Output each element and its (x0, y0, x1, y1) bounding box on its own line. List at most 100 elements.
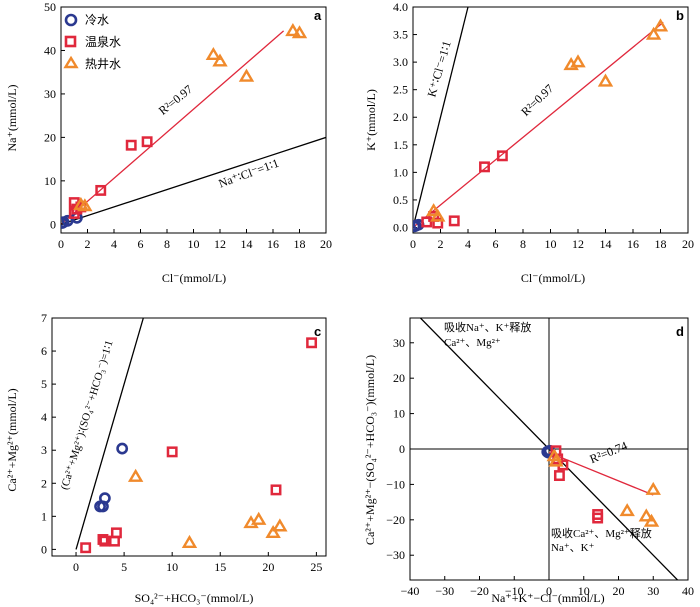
panel-d-ytick-label: 0 (399, 442, 405, 456)
panel-b-xlabel: Cl⁻(mmol/L) (521, 271, 585, 285)
panel-a-point-hotwell (291, 25, 308, 39)
panel-b-point-warm (448, 215, 460, 227)
panel-b-ytick-label: 3.0 (393, 55, 408, 69)
panel-c-point-warm (270, 484, 282, 496)
panel-b-ytick-label: 1.5 (393, 138, 408, 152)
panel-c-xtick-label: 10 (166, 560, 178, 574)
panel-b-point-warm (421, 216, 433, 228)
panel-d-point-hotwell (643, 513, 660, 527)
panel-a-point-hotwell (238, 68, 255, 82)
panel-a-xlabel: Cl⁻(mmol/L) (162, 271, 226, 285)
panel-c-ytick-label: 1 (41, 509, 47, 523)
panel-c-ytick-label: 5 (41, 377, 47, 391)
panel-b-xtick-label: 8 (520, 237, 526, 251)
panel-d-xtick-label: −10 (505, 584, 524, 598)
panel-b-ytick-label: 2.5 (393, 83, 408, 97)
panel-c-point-warm (110, 527, 122, 539)
panel-a-ytick-label: 0 (50, 217, 56, 231)
panel-b-xtick-label: 12 (572, 237, 584, 251)
panel-d-xtick-label: 0 (546, 584, 552, 598)
panel-d-fit-label: R²=0.74 (588, 438, 630, 466)
legend-label-cold: 冷水 (85, 13, 109, 27)
panel-d-xtick-label: −40 (401, 584, 420, 598)
panel-b-fit-label: R²=0.97 (518, 81, 556, 118)
panel-c-point-hotwell (265, 524, 281, 539)
panel-c-ytick-label: 0 (41, 542, 47, 556)
panel-c-xtick-label: 25 (310, 560, 322, 574)
legend-item-warm: 温泉水 (64, 35, 121, 49)
panel-c-ytick-label: 3 (41, 443, 47, 457)
legend: 冷水 温泉水 热井水 (63, 13, 121, 71)
panel-a-ytick-label: 20 (44, 130, 56, 144)
panel-d-xtick-label: −20 (470, 584, 489, 598)
panel-c-ytick-label: 4 (41, 410, 47, 424)
panel-a-xtick-label: 2 (85, 237, 91, 251)
legend-marker-hotwell (63, 55, 79, 69)
panel-c-xtick-label: 20 (262, 560, 274, 574)
panel-a-xtick-label: 4 (111, 237, 117, 251)
panel-b-point-hotwell (652, 18, 669, 32)
panel-a-ylabel: Na⁺(mmol/L) (5, 85, 19, 152)
panel-d-point-warm (592, 512, 604, 524)
panel-b-point-warm (479, 161, 490, 173)
panel-b-xtick-label: 4 (465, 237, 471, 251)
panel-a-point-warm (141, 136, 153, 148)
panel-b-ytick-label: 0.0 (393, 220, 408, 234)
panel-b-point-hotwell (597, 73, 614, 87)
panel-b-point-hotwell (645, 26, 662, 40)
panel-a-xtick-label: 18 (294, 237, 306, 251)
panel-c-point-hotwell (127, 468, 144, 482)
panel-a-ref-label: Na⁺∶Cl⁻=1∶1 (217, 156, 281, 191)
panel-d-ytick-label: −20 (386, 513, 405, 527)
panel-d-xtick-label: 20 (613, 584, 625, 598)
legend-item-cold: 冷水 (64, 13, 109, 27)
panel-d-plot-area (419, 318, 679, 580)
panel-b-point-warm (496, 150, 508, 162)
panel-b-point-hotwell (430, 208, 446, 222)
panel-c-xtick-label: 15 (214, 560, 226, 574)
panel-b-xtick-label: 2 (438, 237, 444, 251)
panel-b-point-warm (432, 217, 444, 229)
panel-d-xtick-label: 40 (682, 584, 694, 598)
panel-a-point-hotwell (205, 46, 222, 61)
panel-d-xtick-label: 10 (578, 584, 590, 598)
panel-d-xtick-label: −30 (435, 584, 454, 598)
panel-d-quadrant-ul-2: Ca²⁺、Mg²⁺ (444, 337, 501, 349)
panel-a-ytick-label: 10 (44, 174, 56, 188)
panel-d-quadrant-lr-1: 吸收Ca²⁺、Mg²⁺释放 (551, 526, 652, 540)
panel-a-point-warm (125, 139, 137, 151)
panel-c-point-cold (116, 442, 129, 455)
panel-a-point-hotwell (77, 198, 93, 212)
panel-b-xtick-label: 0 (410, 237, 416, 251)
panel-d-ytick-label: −10 (386, 477, 405, 491)
panel-d-ylabel: Ca²⁺+Mg²⁺−(SO₄²⁻+HCO₃⁻)(mmol/L) (363, 355, 377, 545)
panel-b-label: b (676, 8, 684, 23)
panel-c-point-warm (80, 542, 92, 554)
panel-c-point-hotwell (181, 534, 198, 548)
panel-c-point-warm (306, 337, 318, 349)
panel-a-point-hotwell (212, 53, 228, 67)
panel-c-point-warm (166, 446, 178, 458)
panel-d-ytick-label: 20 (393, 371, 405, 385)
panel-d-xlabel: Na⁺+K⁺−Cl⁻(mmol/L) (491, 591, 604, 605)
panel-c-point-warm (97, 534, 109, 545)
panel-a: Cl⁻(mmol/L) Na⁺(mmol/L) a 冷水 温泉水 热井水 0 2 4… (5, 0, 332, 285)
panel-d-quadrant-lr-2: Na⁺、K⁺ (551, 542, 595, 554)
panel-c-point-hotwell (272, 518, 288, 532)
panel-c-ref-line (75, 318, 144, 550)
panel-c: SO₄²⁻+HCO₃⁻(mmol/L) Ca²⁺+Mg²⁺(mmol/L) c … (5, 311, 327, 605)
panel-a-xtick-label: 6 (138, 237, 144, 251)
panel-a-xtick-label: 20 (320, 237, 332, 251)
panel-a-fit-line (61, 30, 285, 225)
panel-c-point-cold (98, 492, 111, 505)
panel-c-ref-label: (Ca²⁺+Mg²⁺)∶(SO₄²⁻+HCO₃⁻)=1∶1 (59, 339, 116, 491)
panel-a-point-hotwell (285, 23, 301, 37)
panel-a-ytick-label: 40 (44, 43, 56, 57)
panel-b-ylabel: K⁺(mmol/L) (364, 89, 378, 151)
legend-label-hotwell: 热井水 (85, 57, 121, 71)
panel-b-xtick-label: 16 (627, 237, 639, 251)
panel-c-frame (51, 317, 327, 557)
panel-d-xtick-label: 30 (647, 584, 659, 598)
panel-c-xtick-label: 0 (73, 560, 79, 574)
